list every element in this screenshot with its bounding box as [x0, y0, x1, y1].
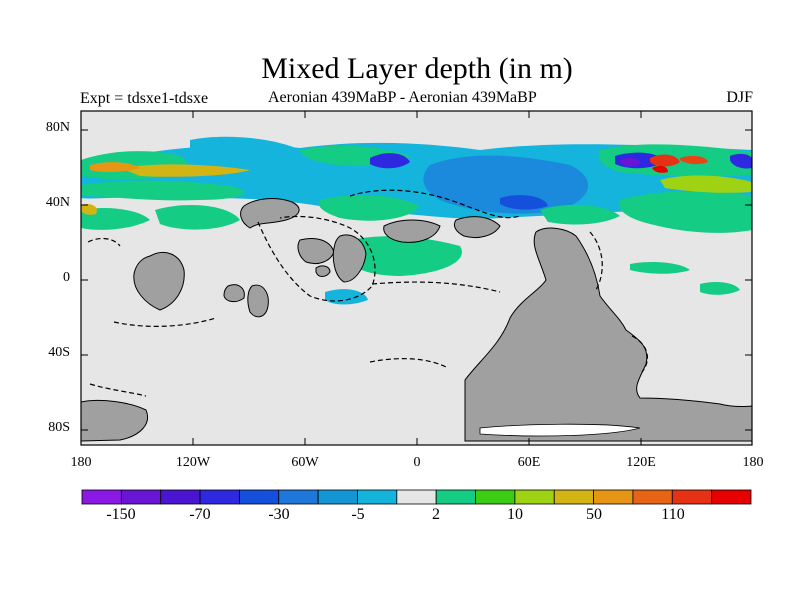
shade-blue-cell	[370, 153, 410, 169]
colorbar-label: 110	[661, 506, 685, 523]
colorbar-segment	[435, 489, 476, 505]
colorbar-segment	[632, 489, 673, 505]
colorbar-label: -70	[189, 506, 211, 523]
shade-blue-cell	[500, 195, 548, 210]
shade-cyan-band	[81, 142, 752, 219]
colorbar-label: 2	[432, 506, 440, 523]
colorbar-segment	[396, 489, 437, 505]
shade-green-patch	[81, 208, 150, 230]
colorbar-label: -150	[106, 506, 136, 523]
island-landmass	[247, 284, 269, 318]
shade-blue-region	[423, 155, 589, 214]
shade-orange-streak	[680, 155, 708, 165]
shade-red-hotspot	[652, 165, 668, 173]
island-landmass	[297, 238, 335, 265]
southwest-landmass	[81, 399, 148, 442]
x-tick-label: 60E	[517, 455, 541, 470]
paleo-coastline	[631, 335, 649, 373]
coastline-contours	[87, 189, 649, 397]
y-tick-label: 80N	[45, 120, 70, 135]
paleo-coastline	[87, 237, 121, 247]
shade-cyan-patch	[190, 136, 300, 158]
colorbar-segment	[317, 489, 358, 505]
colorbar-segment	[671, 489, 713, 505]
shade-green-patch	[155, 205, 240, 230]
colorbar-segment	[278, 489, 319, 505]
northern-landmass	[453, 216, 501, 239]
ice-shelf	[479, 423, 641, 437]
y-tick-label: 80S	[48, 420, 70, 435]
colorbar	[81, 489, 752, 505]
shade-blue-cell	[730, 153, 752, 169]
shade-green-patch	[345, 236, 462, 276]
x-tick-label: 180	[70, 455, 92, 470]
colorbar-segment	[593, 489, 634, 505]
paleo-coastline	[349, 189, 521, 219]
northern-landmass	[383, 219, 441, 243]
paleo-coastline	[113, 317, 217, 327]
shade-purple-cell	[620, 157, 640, 167]
season-label: DJF	[726, 89, 753, 106]
shade-green-patch	[700, 282, 740, 295]
y-tick-label: 0	[63, 270, 70, 285]
shade-green-patch	[318, 194, 420, 221]
colorbar-segment	[81, 489, 122, 505]
colorbar-segment	[475, 489, 516, 505]
x-tick-label: 120W	[175, 455, 211, 470]
paleo-coastline	[89, 383, 147, 397]
island-landmass	[332, 234, 367, 283]
plot-title: Mixed Layer depth (in m)	[261, 52, 573, 85]
colorbar-label: 50	[586, 506, 602, 523]
paleo-coastline	[257, 215, 376, 302]
shade-green-patch	[618, 191, 752, 233]
shade-green-patch	[630, 262, 690, 274]
colorbar-segment	[239, 489, 280, 505]
colorbar-segment	[711, 489, 752, 505]
shade-orange-streak	[90, 162, 140, 173]
colorbar-segment	[514, 489, 555, 505]
axis-ticks	[81, 111, 752, 445]
antarctic-ice-overlay	[479, 423, 641, 437]
x-tick-label: 120E	[626, 455, 656, 470]
shade-yellow-streak	[81, 204, 97, 215]
shade-green-patch	[540, 204, 620, 225]
y-tick-label: 40N	[45, 195, 70, 210]
island-landmass	[223, 284, 245, 303]
paleo-coastline	[369, 358, 449, 369]
experiment-label: Expt = tdsxe1-tdsxe	[80, 90, 209, 107]
colorbar-segment	[120, 489, 162, 505]
colorbar-label: -30	[268, 506, 290, 523]
shade-green-patch	[81, 180, 245, 201]
colorbar-segment	[357, 489, 398, 505]
shade-cyan-patch	[325, 289, 368, 305]
shaded-field	[81, 136, 752, 305]
island-landmass	[133, 252, 185, 311]
supercontinent-landmass	[464, 227, 752, 442]
northern-landmass	[240, 198, 300, 229]
shade-red-hotspot	[650, 154, 680, 167]
colorbar-segment	[199, 489, 240, 505]
colorbar-segment	[553, 489, 594, 505]
period-label: Aeronian 439MaBP - Aeronian 439MaBP	[268, 89, 537, 106]
colorbar-label: -5	[351, 506, 365, 523]
land-masses	[81, 198, 752, 442]
colorbar-label: 10	[507, 506, 523, 523]
x-tick-label: 60W	[291, 455, 319, 470]
island-landmass	[315, 265, 331, 277]
paleo-coastline	[589, 231, 603, 291]
shade-yellow-streak	[120, 164, 250, 177]
y-tick-label: 40S	[48, 345, 70, 360]
shade-lime-streak	[660, 175, 752, 193]
x-tick-label: 0	[413, 455, 421, 470]
colorbar-segment	[160, 489, 201, 505]
paleo-coastline	[371, 281, 501, 293]
x-tick-label: 180	[742, 455, 764, 470]
